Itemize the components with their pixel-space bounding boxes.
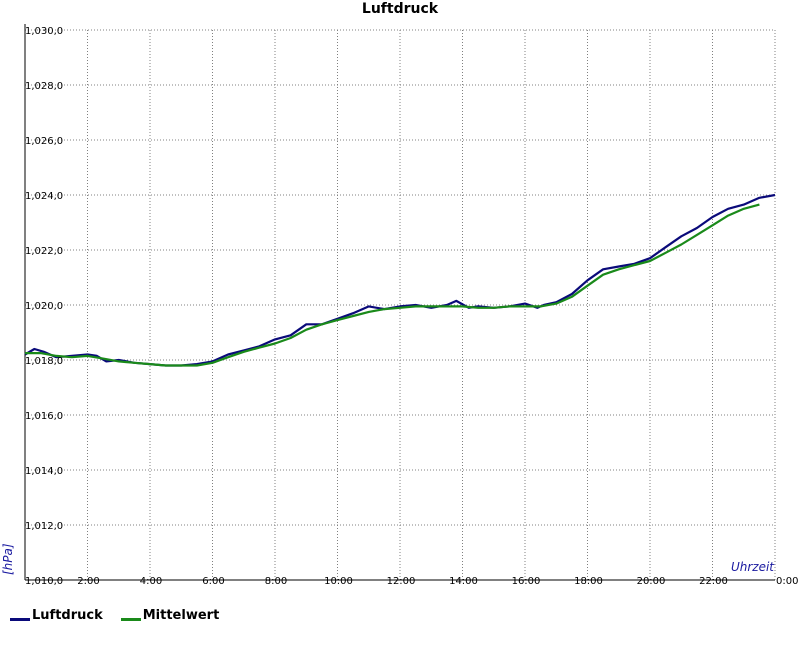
x-tick-label: 10:00: [324, 576, 353, 587]
legend-item-luftdruck: Luftdruck: [10, 608, 103, 623]
legend-swatch-mittelwert: [120, 618, 141, 621]
legend: Luftdruck Mittelwert: [10, 608, 219, 623]
chart-title: Luftdruck: [362, 1, 439, 17]
y-tick-label: 1,020,0: [25, 301, 63, 312]
x-tick-label: 6:00: [202, 576, 224, 587]
legend-item-mittelwert: Mittelwert: [120, 608, 220, 623]
x-tick-label: 16:00: [512, 576, 541, 587]
x-axis-label: Uhrzeit: [731, 560, 775, 574]
y-tick-label: 1,030,0: [25, 26, 63, 37]
y-axis-label: [hPa]: [1, 543, 15, 575]
legend-label-mittelwert: Mittelwert: [142, 608, 220, 623]
x-tick-label: 22:00: [699, 576, 728, 587]
x-tick-label: 8:00: [265, 576, 287, 587]
grid: [25, 29, 776, 580]
y-tick-label: 1,014,0: [25, 466, 63, 477]
y-tick-label: 1,028,0: [25, 81, 63, 92]
x-tick-label: 12:00: [387, 576, 416, 587]
legend-swatch-luftdruck: [10, 618, 30, 621]
x-tick-label: 18:00: [574, 576, 603, 587]
series-group: [24, 193, 776, 367]
legend-label-luftdruck: Luftdruck: [32, 608, 103, 623]
x-tick-label: 14:00: [449, 576, 478, 587]
x-tick-label: 0:00: [776, 576, 798, 587]
y-tick-label: 1,022,0: [25, 246, 63, 257]
series-line-mittelwert: [25, 203, 760, 367]
y-tick-label: 1,012,0: [25, 521, 63, 532]
x-tick-label: 2:00: [77, 576, 99, 587]
y-tick-label: 1,010,0: [25, 576, 63, 587]
x-tick-label: 4:00: [140, 576, 162, 587]
y-tick-label: 1,018,0: [25, 356, 63, 367]
y-tick-label: 1,024,0: [25, 191, 63, 202]
x-tick-label: 20:00: [637, 576, 666, 587]
tick-labels: 1,010,0 1,012,0 1,014,0 1,016,0 1,018,0 1,020…: [25, 26, 798, 587]
axes: [24, 24, 775, 581]
y-tick-label: 1,016,0: [25, 411, 63, 422]
y-tick-label: 1,026,0: [25, 136, 63, 147]
